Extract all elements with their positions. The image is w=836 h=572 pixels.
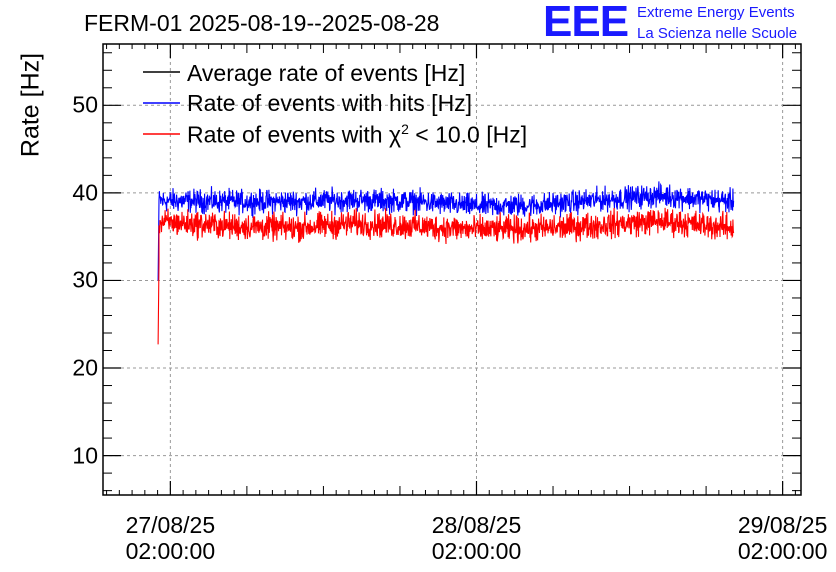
y-tick-label: 20 [72, 354, 98, 381]
y-axis-label: Rate [Hz] [16, 52, 45, 158]
eee-logo-line1: Extreme Energy Events [637, 4, 795, 21]
legend-chi-exponent: 2 [401, 121, 409, 137]
legend-label-hits: Rate of events with hits [Hz] [187, 90, 473, 116]
series-line-chi2 [157, 207, 735, 345]
series-line-hits [157, 181, 735, 281]
axis-ticks [103, 44, 801, 495]
y-tick-label: 30 [72, 266, 98, 293]
eee-logo: EEE [543, 0, 629, 46]
plot-frame [102, 43, 802, 496]
legend-label-average: Average rate of events [Hz] [187, 60, 466, 86]
legend-chi-symbol: χ [389, 121, 402, 148]
x-tick-label: 29/08/25 02:00:00 [737, 512, 828, 564]
series-group [157, 181, 735, 345]
legend-label-chi2: Rate of events with χ2 < 10.0 [Hz] [187, 121, 527, 149]
y-tick-label: 40 [72, 179, 98, 206]
y-tick-label: 10 [72, 442, 98, 469]
legend-lines [143, 71, 180, 135]
chart-title: FERM-01 2025-08-19--2025-08-28 [84, 10, 440, 36]
y-tick-label: 50 [72, 91, 98, 118]
x-tick-label: 27/08/25 02:00:00 [125, 512, 216, 564]
legend-chi2-prefix: Rate of events with [187, 121, 389, 148]
eee-logo-line2: La Scienza nelle Scuole [637, 25, 798, 42]
x-tick-label: 28/08/25 02:00:00 [431, 512, 522, 564]
legend-chi2-suffix: < 10.0 [Hz] [408, 121, 528, 148]
